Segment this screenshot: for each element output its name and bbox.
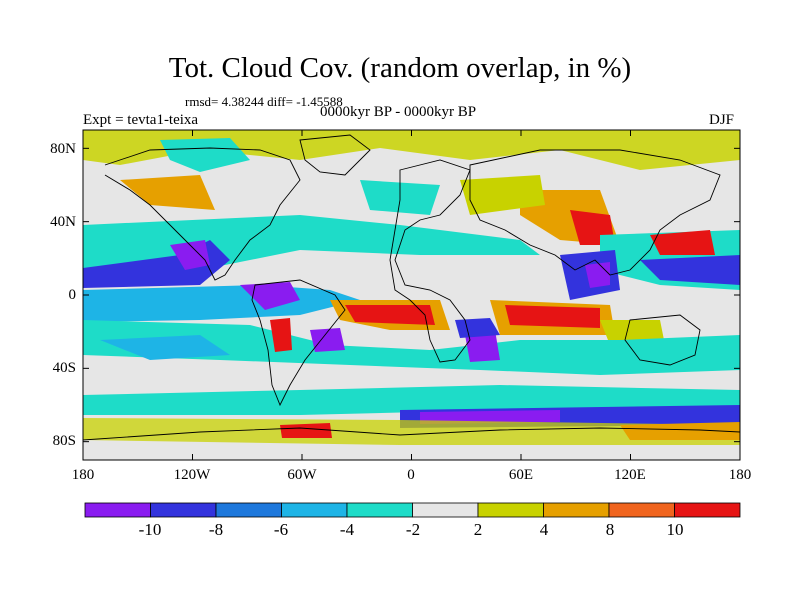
- lon-label-120w: 120W: [173, 467, 211, 483]
- lon-label-0: 0: [407, 467, 415, 483]
- lat-label-0: 0: [68, 287, 77, 303]
- indian-red-band: [505, 305, 600, 328]
- lat-label-80n: 80N: [50, 141, 76, 157]
- colorbar-label-1: -10: [138, 520, 162, 539]
- lon-label-180w: 180: [71, 467, 95, 483]
- samerica-purple-patch: [240, 282, 300, 310]
- colorbar-label-7: 4: [539, 520, 549, 539]
- southern-ocean-purple-band: [420, 410, 560, 424]
- europe-africa-coast: [389, 159, 471, 363]
- lon-label-60w: 60W: [287, 467, 317, 483]
- north-america-coast: [104, 147, 301, 281]
- colorbar: [84, 502, 741, 518]
- colorbar-box: [281, 502, 348, 518]
- coastlines: [83, 134, 740, 441]
- colorbar-box: [477, 502, 544, 518]
- arctic-blue-patch: [160, 138, 250, 172]
- colorbar-label-5: -2: [405, 520, 421, 539]
- south-pacific-blue-patch: [100, 335, 230, 360]
- cloud-cover-field: [83, 130, 740, 445]
- colorbar-box: [215, 502, 282, 518]
- antarctica-coast: [83, 427, 740, 441]
- wpacific-blue-band: [640, 255, 740, 285]
- colorbar-label-2: -8: [208, 520, 224, 539]
- colorbar-box: [543, 502, 610, 518]
- colorbar-box: [84, 502, 151, 518]
- lon-tick-marks: [82, 130, 741, 460]
- asia-coast: [469, 149, 721, 276]
- south-cyan-band: [83, 320, 740, 375]
- pacific-purple-patch: [170, 240, 210, 270]
- colorbar-box: [150, 502, 217, 518]
- stats-line: rmsd= 4.38244 diff= -1.45588: [185, 94, 343, 109]
- period-line: 0000kyr BP - 0000kyr BP: [320, 104, 477, 120]
- lon-label-120e: 120E: [614, 467, 646, 483]
- antarctic-yellow-band: [83, 418, 740, 445]
- indian-yellow-patch: [600, 320, 665, 345]
- colorbar-box: [346, 502, 413, 518]
- season-label: DJF: [709, 112, 735, 128]
- colorbar-box: [412, 502, 479, 518]
- s-africa-blue-patch: [455, 318, 500, 338]
- arctic-orange-patch: [120, 175, 215, 210]
- colorbar-label-4: -4: [339, 520, 355, 539]
- australia-coast: [624, 314, 701, 366]
- s-america-red-patch: [270, 318, 292, 352]
- lon-label-60e: 60E: [508, 467, 534, 483]
- antarctic-orange-patch: [620, 422, 740, 440]
- south-america-coast: [251, 279, 346, 407]
- lon-label-180e: 180: [728, 467, 752, 483]
- colorbar-label-6: 2: [473, 520, 483, 539]
- greenland-coast: [299, 134, 371, 176]
- colorbar-label-3: -6: [273, 520, 289, 539]
- lat-tick-marks: [83, 147, 740, 443]
- south-atlantic-purple-patch: [310, 328, 345, 352]
- colorbar-box: [674, 502, 741, 518]
- colorbar-label-8: 8: [605, 520, 615, 539]
- antarctic-red-patch: [280, 423, 332, 438]
- lat-label-80s: 80S: [52, 433, 76, 449]
- lat-label-40s: 40S: [52, 360, 76, 376]
- s-africa-purple-patch: [465, 330, 500, 362]
- plot-title: Tot. Cloud Cov. (random overlap, in %): [168, 52, 632, 84]
- nw-pacific-red-patch: [650, 230, 715, 255]
- arctic-yellow-band: [83, 130, 740, 170]
- colorbar-label-9: 10: [666, 520, 684, 539]
- lat-label-40n: 40N: [50, 214, 76, 230]
- colorbar-box: [608, 502, 675, 518]
- asia-yellow-patch: [460, 175, 545, 215]
- atlantic-red-band: [345, 305, 435, 325]
- experiment-label: Expt = tevta1-teixa: [83, 112, 199, 128]
